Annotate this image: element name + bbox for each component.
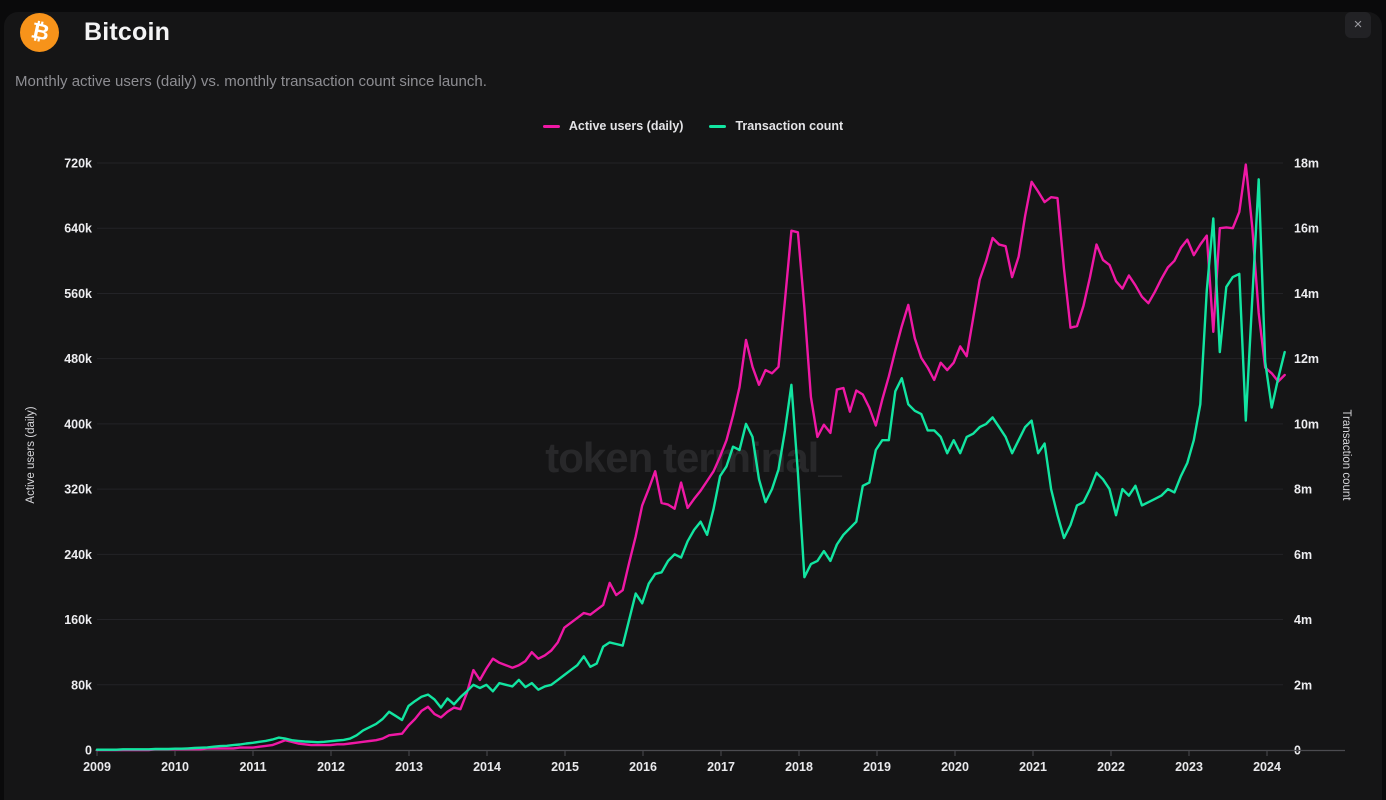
x-axis-label: 2022 bbox=[1097, 760, 1125, 774]
series-line-transaction-count[interactable] bbox=[95, 178, 1286, 751]
legend-label: Active users (daily) bbox=[568, 119, 684, 133]
x-axis-label: 2018 bbox=[785, 760, 813, 774]
legend-item-active-users[interactable]: Active users (daily) bbox=[542, 119, 684, 133]
chart-card bbox=[4, 12, 1382, 800]
y-axis-label-right: 8m bbox=[1294, 483, 1312, 497]
close-button[interactable]: × bbox=[1345, 12, 1371, 38]
y-axis-label-right: 16m bbox=[1294, 222, 1319, 236]
y-axis-label-right: 14m bbox=[1294, 287, 1319, 301]
y-axis-label-right: 12m bbox=[1294, 352, 1319, 366]
x-axis-label: 2017 bbox=[707, 760, 735, 774]
x-axis-label: 2011 bbox=[239, 760, 266, 774]
y-axis-label-right: 6m bbox=[1294, 548, 1312, 562]
x-axis-label: 2015 bbox=[551, 760, 579, 774]
legend-item-transaction-count[interactable]: Transaction count bbox=[709, 119, 843, 133]
x-axis-label: 2024 bbox=[1253, 760, 1281, 774]
x-axis-label: 2023 bbox=[1175, 760, 1203, 774]
header: ₿ Bitcoin bbox=[20, 13, 170, 52]
x-axis-label: 2010 bbox=[161, 760, 189, 774]
x-axis-label: 2021 bbox=[1019, 760, 1047, 774]
x-axis-label: 2013 bbox=[395, 760, 423, 774]
x-axis-label: 2012 bbox=[317, 760, 345, 774]
y-axis-label-right: 2m bbox=[1294, 678, 1312, 692]
y-axis-label-left: 320k bbox=[64, 483, 92, 497]
legend: Active users (daily) Transaction count bbox=[0, 119, 1386, 133]
y-axis-label-left: 400k bbox=[64, 417, 92, 431]
y-axis-label-left: 560k bbox=[64, 287, 92, 301]
y-axis-label-left: 720k bbox=[64, 157, 92, 171]
y-axis-label-left: 480k bbox=[64, 352, 92, 366]
x-axis-label: 2014 bbox=[473, 760, 501, 774]
y-axis-label-right: 4m bbox=[1294, 613, 1312, 627]
x-axis-label: 2016 bbox=[629, 760, 657, 774]
bitcoin-logo-icon: ₿ bbox=[20, 13, 59, 52]
token-terminal-watermark: token terminal_ bbox=[545, 434, 841, 481]
y-axis-label-left: 80k bbox=[71, 678, 92, 692]
x-axis-label: 2019 bbox=[863, 760, 891, 774]
x-axis-label: 2009 bbox=[83, 760, 111, 774]
x-axis-label: 2020 bbox=[941, 760, 969, 774]
transaction-count-swatch-icon bbox=[709, 124, 727, 128]
y-axis-label-left: 640k bbox=[64, 222, 92, 236]
active-users-swatch-icon bbox=[542, 124, 560, 128]
legend-label: Transaction count bbox=[735, 119, 844, 133]
y-axis-label-left: 0 bbox=[85, 744, 92, 758]
series-line-active-users[interactable] bbox=[95, 163, 1286, 752]
y-axis-label-right: 10m bbox=[1294, 417, 1319, 431]
y-axis-label-right: 18m bbox=[1294, 157, 1319, 171]
chart-subtitle: Monthly active users (daily) vs. monthly… bbox=[15, 73, 487, 90]
page-title: Bitcoin bbox=[84, 18, 171, 46]
y-axis-label-left: 160k bbox=[64, 613, 92, 627]
y-axis-label-left: 240k bbox=[64, 548, 92, 562]
